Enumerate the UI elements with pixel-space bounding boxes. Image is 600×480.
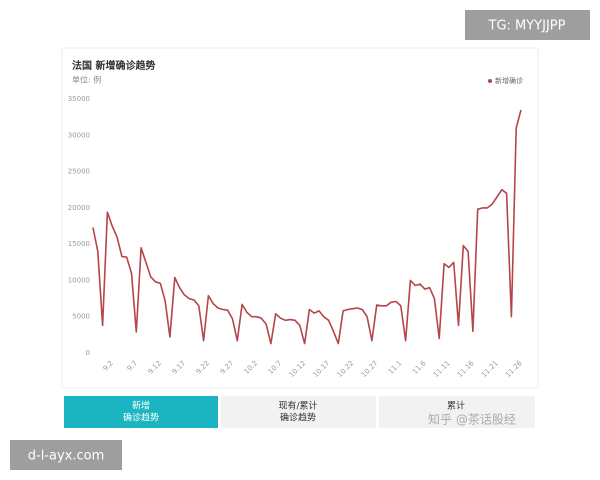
- tab[interactable]: [221, 396, 376, 428]
- watermark: TG: MYYJJPP: [488, 19, 566, 34]
- y-tick-label: 25000: [68, 168, 90, 176]
- chart-subtitle: 单位: 例: [72, 75, 101, 85]
- watermark: d-l-ayx.com: [28, 449, 105, 464]
- y-tick-label: 35000: [68, 95, 90, 103]
- tab-label: 累计: [447, 400, 465, 412]
- y-tick-label: 0: [86, 349, 90, 357]
- tab-label: 确诊趋势: [123, 412, 159, 424]
- watermark: 知乎 @茶话股经: [428, 412, 516, 427]
- chart-card: [61, 47, 539, 389]
- tab[interactable]: [64, 396, 218, 428]
- y-tick-label: 30000: [68, 131, 90, 139]
- y-tick-label: 5000: [72, 313, 90, 321]
- line: [92, 109, 522, 345]
- legend-swatch: [488, 79, 492, 83]
- y-tick-label: 15000: [68, 240, 90, 248]
- y-tick-label: 10000: [68, 276, 90, 284]
- chart-title: 法国 新增确诊趋势: [72, 59, 155, 72]
- tab-label: 新增: [132, 400, 150, 412]
- tab-label: 确诊趋势: [280, 412, 316, 424]
- tab[interactable]: [379, 396, 535, 428]
- legend-label: 新增确诊: [495, 76, 523, 85]
- tab-label: 现有/累计: [278, 400, 317, 412]
- watermark-box: [10, 440, 122, 470]
- y-tick-label: 20000: [68, 204, 90, 212]
- watermark-box: [465, 10, 590, 40]
